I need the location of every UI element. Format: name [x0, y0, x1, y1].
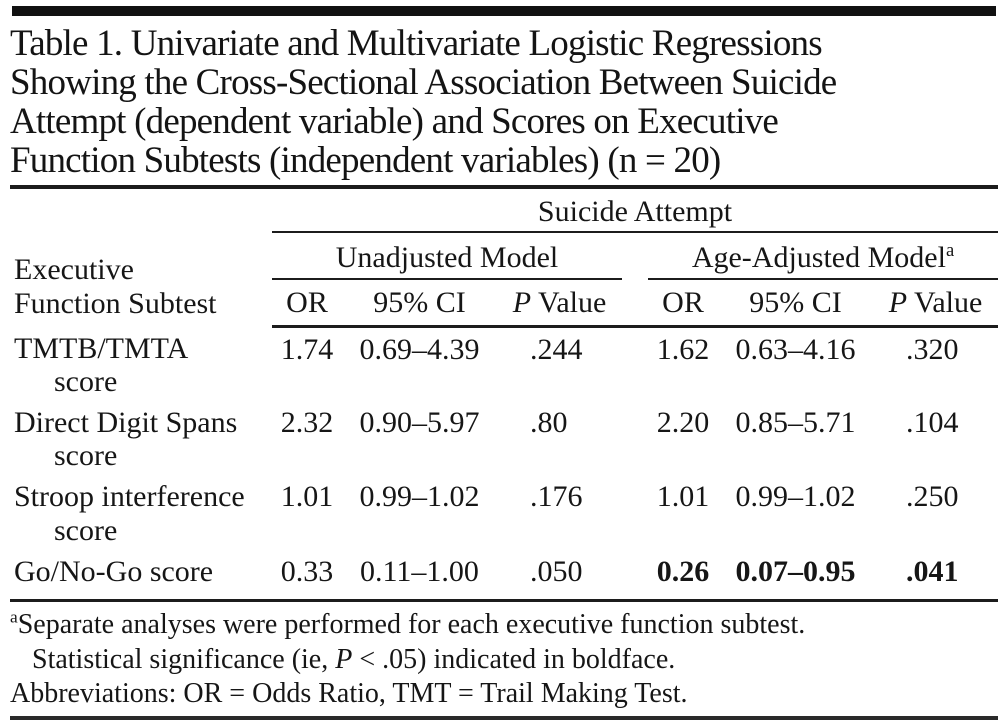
row-label: Stroop interference score	[10, 475, 272, 549]
ci-value-unadjusted: 0.11–1.00	[342, 549, 497, 602]
or-value-unadjusted: 1.01	[280, 480, 334, 514]
footnote-a-text: Separate analyses were performed for eac…	[17, 608, 806, 640]
bottom-rule	[10, 715, 998, 720]
group-header-age-adjusted: Age-Adjusted Modela	[648, 231, 999, 280]
col-header-ci-unadjusted: 95% CI	[342, 278, 497, 329]
row-label: Direct Digit Spans score	[10, 401, 272, 475]
or-value-adjusted-significant: 0.26	[648, 549, 718, 602]
ci-value-adjusted-significant: 0.07–0.95	[718, 549, 873, 602]
top-rule	[12, 6, 996, 16]
table-row-stroop-interference: Stroop interference score 1.01 0.99–1.02…	[10, 475, 998, 549]
col-header-or-unadjusted: OR	[272, 278, 342, 329]
spanner-suicide-attempt: Suicide Attempt	[272, 189, 999, 233]
p-rest: Value	[907, 285, 983, 319]
title-line-4: Function Subtests (independent variables…	[10, 139, 721, 181]
spanner-spacer-cell	[10, 189, 272, 232]
stub-header-line-1: Executive	[14, 253, 134, 287]
title-line-1: Table 1. Univariate and Multivariate Log…	[10, 23, 823, 64]
footnotes: aSeparate analyses were performed for ea…	[10, 608, 998, 712]
stub-header: Executive Function Subtest	[10, 232, 272, 327]
model-header-row: Executive Function Subtest Unadjusted Mo…	[10, 231, 999, 320]
ci-value-unadjusted: 0.99–1.02	[359, 480, 480, 514]
or-value-adjusted: 2.20	[656, 405, 710, 439]
table-row-tmtb-tmta: TMTB/TMTA score 1.74 0.69–4.39 .244 1.62…	[10, 327, 998, 401]
table-row-go-no-go: Go/No-Go score 0.33 0.11–1.00 .050 0.26 …	[10, 549, 999, 602]
gap-cell	[622, 327, 648, 401]
p-value-unadjusted: .176	[530, 480, 583, 514]
row-label: TMTB/TMTA score	[10, 327, 272, 401]
group-header-unadjusted: Unadjusted Model	[272, 231, 622, 280]
footnote-significance-post: < .05) indicated in boldface.	[352, 643, 676, 675]
table-title: Table 1. Univariate and Multivariate Log…	[10, 23, 998, 181]
or-value-adjusted: 1.62	[656, 333, 710, 367]
p-italic: P	[888, 285, 908, 319]
p-italic: P	[335, 643, 353, 675]
group-header-age-adjusted-label: Age-Adjusted Model	[691, 240, 946, 274]
regression-table: Suicide Attempt Executive Function Subte…	[10, 189, 999, 602]
or-value-unadjusted: 2.32	[280, 405, 334, 439]
p-rest: Value	[531, 285, 607, 319]
footnote-significance: Statistical significance (ie, P < .05) i…	[10, 643, 998, 678]
p-value-unadjusted: .80	[530, 405, 568, 439]
footnote-a-superscript: a	[10, 607, 18, 627]
ci-value-adjusted: 0.99–1.02	[735, 480, 856, 514]
table-row-direct-digit-spans: Direct Digit Spans score 2.32 0.90–5.97 …	[10, 401, 998, 475]
title-line-3: Attempt (dependent variable) and Scores …	[10, 100, 779, 142]
title-rule	[10, 185, 998, 190]
title-line-2: Showing the Cross-Sectional Association …	[10, 61, 837, 103]
footnote-significance-pre: Statistical significance (ie,	[32, 643, 336, 675]
footnote-abbreviations: Abbreviations: OR = Odds Ratio, TMT = Tr…	[10, 678, 688, 710]
or-value-adjusted: 1.01	[656, 480, 710, 514]
row-label-line-2: score	[54, 365, 118, 399]
col-header-p-adjusted: P Value	[873, 278, 999, 329]
p-value-unadjusted: .050	[497, 549, 622, 602]
row-label-line-2: score	[54, 439, 118, 473]
gap-cell	[622, 475, 648, 549]
p-value-adjusted-significant: .041	[873, 549, 999, 602]
col-header-ci-adjusted: 95% CI	[718, 278, 873, 329]
row-label-line-1: Go/No-Go score	[14, 555, 214, 589]
superscript-a: a	[945, 239, 955, 261]
row-label-line-2: score	[54, 513, 118, 547]
stub-header-line-2: Function Subtest	[14, 287, 217, 321]
ci-value-unadjusted: 0.90–5.97	[359, 405, 480, 439]
ci-value-adjusted: 0.63–4.16	[735, 333, 856, 367]
gap-cell	[622, 549, 648, 602]
ci-value-adjusted: 0.85–5.71	[735, 405, 856, 439]
or-value-unadjusted: 0.33	[272, 549, 342, 602]
col-header-or-adjusted: OR	[648, 278, 718, 329]
p-value-adjusted: .104	[906, 405, 959, 439]
gap-cell	[622, 232, 648, 279]
p-value-unadjusted: .244	[530, 333, 583, 367]
row-label: Go/No-Go score	[10, 549, 272, 602]
p-value-adjusted: .250	[906, 480, 959, 514]
gap-cell	[622, 278, 648, 329]
column-header-row: OR 95% CI P Value OR 95% CI P Value	[10, 278, 999, 329]
row-label-line-1: Direct Digit Spans	[14, 405, 238, 439]
row-label-line-1: Stroop interference	[14, 480, 245, 514]
or-value-unadjusted: 1.74	[280, 333, 334, 367]
gap-cell	[622, 401, 648, 475]
p-italic: P	[512, 285, 532, 319]
footnote-a: aSeparate analyses were performed for ea…	[10, 608, 998, 643]
spanner-row: Suicide Attempt	[10, 189, 999, 233]
col-header-p-unadjusted: P Value	[497, 278, 622, 329]
ci-value-unadjusted: 0.69–4.39	[359, 333, 480, 367]
row-label-line-1: TMTB/TMTA	[14, 331, 189, 365]
p-value-adjusted: .320	[906, 333, 959, 367]
